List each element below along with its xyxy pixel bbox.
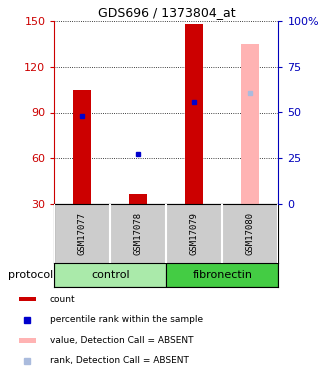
Bar xyxy=(19,338,36,343)
Text: GSM17079: GSM17079 xyxy=(190,212,199,255)
Bar xyxy=(74,90,92,204)
Bar xyxy=(19,297,36,302)
Title: GDS696 / 1373804_at: GDS696 / 1373804_at xyxy=(98,6,235,20)
Bar xyxy=(186,24,204,204)
Text: GSM17080: GSM17080 xyxy=(246,212,255,255)
Text: control: control xyxy=(91,270,130,280)
Bar xyxy=(129,194,148,204)
Bar xyxy=(166,262,278,287)
Text: rank, Detection Call = ABSENT: rank, Detection Call = ABSENT xyxy=(50,356,189,365)
Text: count: count xyxy=(50,295,76,304)
Bar xyxy=(241,44,259,204)
Text: GSM17078: GSM17078 xyxy=(134,212,143,255)
Text: protocol: protocol xyxy=(8,270,53,280)
Text: value, Detection Call = ABSENT: value, Detection Call = ABSENT xyxy=(50,336,194,345)
Text: fibronectin: fibronectin xyxy=(192,270,252,280)
Bar xyxy=(54,262,166,287)
Text: GSM17077: GSM17077 xyxy=(78,212,87,255)
Text: percentile rank within the sample: percentile rank within the sample xyxy=(50,315,203,324)
